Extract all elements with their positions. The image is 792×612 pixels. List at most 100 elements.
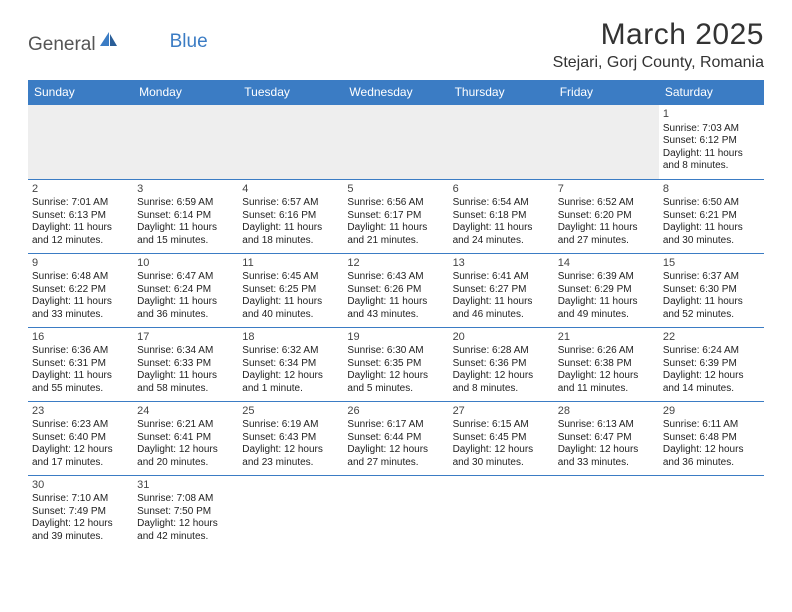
calendar-cell: 8Sunrise: 6:50 AMSunset: 6:21 PMDaylight… <box>659 179 764 253</box>
daylight-line: Daylight: 11 hours and 8 minutes. <box>663 148 760 173</box>
title-block: March 2025 Stejari, Gorj County, Romania <box>553 18 764 72</box>
calendar-cell: 11Sunrise: 6:45 AMSunset: 6:25 PMDayligh… <box>238 253 343 327</box>
location-subtitle: Stejari, Gorj County, Romania <box>553 54 764 72</box>
sunrise-line: Sunrise: 6:34 AM <box>137 345 234 358</box>
sunrise-line: Sunrise: 6:15 AM <box>453 419 550 432</box>
sunset-line: Sunset: 6:14 PM <box>137 210 234 223</box>
sunset-line: Sunset: 7:49 PM <box>32 506 129 519</box>
sunrise-line: Sunrise: 6:32 AM <box>242 345 339 358</box>
calendar-cell-empty <box>133 105 238 179</box>
calendar-cell: 15Sunrise: 6:37 AMSunset: 6:30 PMDayligh… <box>659 253 764 327</box>
calendar-cell-empty <box>554 475 659 549</box>
calendar-cell: 10Sunrise: 6:47 AMSunset: 6:24 PMDayligh… <box>133 253 238 327</box>
sunset-line: Sunset: 6:12 PM <box>663 135 760 148</box>
sunrise-line: Sunrise: 6:48 AM <box>32 271 129 284</box>
calendar-row: 1Sunrise: 7:03 AMSunset: 6:12 PMDaylight… <box>28 105 764 179</box>
daylight-line: Daylight: 12 hours and 11 minutes. <box>558 370 655 395</box>
sunset-line: Sunset: 6:21 PM <box>663 210 760 223</box>
calendar-cell: 12Sunrise: 6:43 AMSunset: 6:26 PMDayligh… <box>343 253 448 327</box>
day-number: 24 <box>137 405 234 419</box>
sunrise-line: Sunrise: 7:01 AM <box>32 197 129 210</box>
daylight-line: Daylight: 11 hours and 46 minutes. <box>453 296 550 321</box>
sunset-line: Sunset: 6:20 PM <box>558 210 655 223</box>
sunrise-line: Sunrise: 6:13 AM <box>558 419 655 432</box>
day-number: 18 <box>242 331 339 345</box>
sunset-line: Sunset: 6:18 PM <box>453 210 550 223</box>
day-number: 15 <box>663 257 760 271</box>
sunrise-line: Sunrise: 6:59 AM <box>137 197 234 210</box>
sunset-line: Sunset: 6:44 PM <box>347 432 444 445</box>
sunrise-line: Sunrise: 6:41 AM <box>453 271 550 284</box>
daylight-line: Daylight: 11 hours and 43 minutes. <box>347 296 444 321</box>
daylight-line: Daylight: 11 hours and 58 minutes. <box>137 370 234 395</box>
daylight-line: Daylight: 11 hours and 24 minutes. <box>453 222 550 247</box>
weekday-header: Thursday <box>449 80 554 105</box>
day-number: 14 <box>558 257 655 271</box>
calendar-cell: 9Sunrise: 6:48 AMSunset: 6:22 PMDaylight… <box>28 253 133 327</box>
brand-text-general: General <box>28 34 96 56</box>
sunrise-line: Sunrise: 7:10 AM <box>32 493 129 506</box>
calendar-cell-empty <box>343 105 448 179</box>
daylight-line: Daylight: 12 hours and 17 minutes. <box>32 444 129 469</box>
calendar-cell: 18Sunrise: 6:32 AMSunset: 6:34 PMDayligh… <box>238 327 343 401</box>
daylight-line: Daylight: 11 hours and 49 minutes. <box>558 296 655 321</box>
calendar-cell-empty <box>343 475 448 549</box>
sunrise-line: Sunrise: 6:11 AM <box>663 419 760 432</box>
calendar-cell: 1Sunrise: 7:03 AMSunset: 6:12 PMDaylight… <box>659 105 764 179</box>
sunrise-line: Sunrise: 6:54 AM <box>453 197 550 210</box>
daylight-line: Daylight: 12 hours and 30 minutes. <box>453 444 550 469</box>
sunset-line: Sunset: 6:38 PM <box>558 358 655 371</box>
calendar-cell-empty <box>659 475 764 549</box>
sunrise-line: Sunrise: 6:57 AM <box>242 197 339 210</box>
daylight-line: Daylight: 11 hours and 27 minutes. <box>558 222 655 247</box>
weekday-header: Friday <box>554 80 659 105</box>
sunset-line: Sunset: 6:31 PM <box>32 358 129 371</box>
calendar-cell-empty <box>554 105 659 179</box>
daylight-line: Daylight: 12 hours and 27 minutes. <box>347 444 444 469</box>
sunrise-line: Sunrise: 6:45 AM <box>242 271 339 284</box>
sunrise-line: Sunrise: 6:30 AM <box>347 345 444 358</box>
calendar-cell-empty <box>449 475 554 549</box>
calendar-cell-empty <box>28 105 133 179</box>
sunrise-line: Sunrise: 6:26 AM <box>558 345 655 358</box>
daylight-line: Daylight: 11 hours and 55 minutes. <box>32 370 129 395</box>
sunset-line: Sunset: 6:39 PM <box>663 358 760 371</box>
day-number: 20 <box>453 331 550 345</box>
document-header: General Blue March 2025 Stejari, Gorj Co… <box>28 18 764 72</box>
day-number: 17 <box>137 331 234 345</box>
calendar-cell: 23Sunrise: 6:23 AMSunset: 6:40 PMDayligh… <box>28 401 133 475</box>
sunrise-line: Sunrise: 6:37 AM <box>663 271 760 284</box>
daylight-line: Daylight: 11 hours and 33 minutes. <box>32 296 129 321</box>
sunset-line: Sunset: 6:48 PM <box>663 432 760 445</box>
calendar-cell-empty <box>449 105 554 179</box>
brand-text-blue: Blue <box>170 31 208 53</box>
day-number: 31 <box>137 479 234 493</box>
sunrise-line: Sunrise: 6:47 AM <box>137 271 234 284</box>
sunrise-line: Sunrise: 6:17 AM <box>347 419 444 432</box>
calendar-cell-empty <box>238 475 343 549</box>
calendar-cell: 2Sunrise: 7:01 AMSunset: 6:13 PMDaylight… <box>28 179 133 253</box>
day-number: 11 <box>242 257 339 271</box>
sunrise-line: Sunrise: 6:19 AM <box>242 419 339 432</box>
daylight-line: Daylight: 12 hours and 42 minutes. <box>137 518 234 543</box>
day-number: 25 <box>242 405 339 419</box>
daylight-line: Daylight: 11 hours and 30 minutes. <box>663 222 760 247</box>
sunrise-line: Sunrise: 7:03 AM <box>663 123 760 136</box>
calendar-cell: 3Sunrise: 6:59 AMSunset: 6:14 PMDaylight… <box>133 179 238 253</box>
calendar-table: SundayMondayTuesdayWednesdayThursdayFrid… <box>28 80 764 549</box>
calendar-cell: 25Sunrise: 6:19 AMSunset: 6:43 PMDayligh… <box>238 401 343 475</box>
calendar-cell: 31Sunrise: 7:08 AMSunset: 7:50 PMDayligh… <box>133 475 238 549</box>
day-number: 30 <box>32 479 129 493</box>
day-number: 10 <box>137 257 234 271</box>
daylight-line: Daylight: 11 hours and 12 minutes. <box>32 222 129 247</box>
sunset-line: Sunset: 6:22 PM <box>32 284 129 297</box>
daylight-line: Daylight: 12 hours and 14 minutes. <box>663 370 760 395</box>
calendar-cell: 17Sunrise: 6:34 AMSunset: 6:33 PMDayligh… <box>133 327 238 401</box>
calendar-row: 16Sunrise: 6:36 AMSunset: 6:31 PMDayligh… <box>28 327 764 401</box>
daylight-line: Daylight: 11 hours and 18 minutes. <box>242 222 339 247</box>
day-number: 13 <box>453 257 550 271</box>
calendar-cell: 19Sunrise: 6:30 AMSunset: 6:35 PMDayligh… <box>343 327 448 401</box>
sunrise-line: Sunrise: 6:28 AM <box>453 345 550 358</box>
sunset-line: Sunset: 6:16 PM <box>242 210 339 223</box>
day-number: 23 <box>32 405 129 419</box>
